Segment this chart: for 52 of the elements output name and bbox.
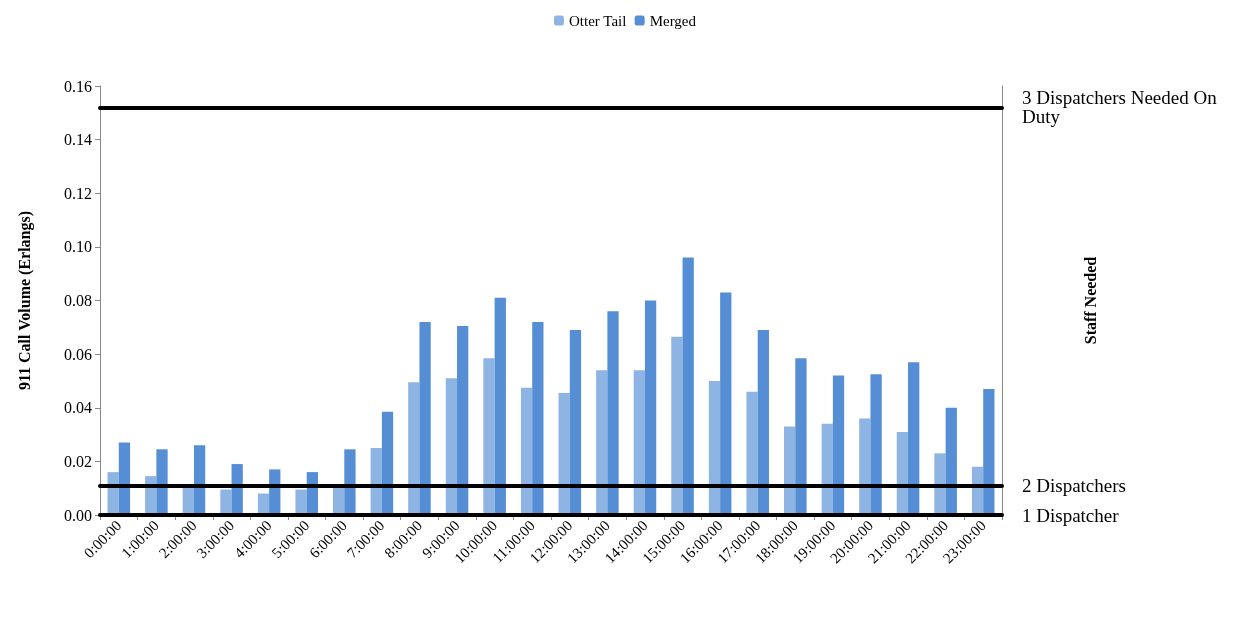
bar [494, 297, 506, 515]
bar [795, 358, 807, 515]
bar [344, 449, 356, 515]
bar [220, 489, 232, 515]
bar [859, 418, 871, 515]
bar [671, 336, 683, 515]
bar [644, 300, 657, 515]
bar [870, 374, 882, 515]
y-tick-label: 0.06 [64, 345, 92, 363]
bar [945, 407, 957, 515]
bar [832, 375, 845, 515]
y2-axis-title: Staff Needed [1081, 256, 1099, 345]
bar [483, 358, 495, 515]
ref-line-label: 1 Dispatcher [1022, 504, 1120, 526]
bar [708, 380, 721, 515]
legend-label: Otter Tail [568, 12, 627, 29]
y-tick-label: 0.12 [64, 184, 92, 202]
bar [457, 325, 469, 515]
y-tick-label: 0.08 [64, 292, 92, 309]
legend-label: Merged [649, 12, 697, 29]
bar [720, 292, 732, 515]
y-tick-label: 0.14 [64, 131, 92, 149]
bar [607, 311, 619, 515]
bar [558, 393, 570, 515]
bar [532, 321, 544, 515]
bar [156, 449, 168, 515]
y-tick-label: 0.02 [64, 452, 92, 470]
y-tick-label: 0.04 [64, 399, 92, 417]
y-tick-label: 0.10 [64, 238, 92, 256]
bar [633, 370, 645, 515]
bar [596, 370, 608, 515]
bar [520, 387, 533, 515]
ref-line-label: 2 Dispatchers [1022, 475, 1126, 497]
bar [746, 391, 758, 515]
bar [983, 388, 995, 515]
bar [908, 362, 920, 515]
bar [821, 423, 833, 515]
bar [408, 382, 420, 515]
y-tick-label: 0.16 [64, 77, 92, 95]
y-tick-label: 0.00 [64, 506, 92, 524]
ref-line-label: 3 Dispatchers Needed On Duty [1022, 87, 1222, 128]
bar [934, 453, 946, 515]
bar [757, 329, 769, 515]
y-axis-title: 911 Call Volume (Erlangs) [15, 210, 34, 391]
bar [381, 411, 394, 515]
bar [682, 257, 694, 515]
bar [896, 431, 909, 515]
bar [569, 329, 582, 515]
bar [295, 489, 307, 515]
bar [419, 321, 431, 515]
bar [784, 426, 796, 515]
bar [445, 378, 458, 515]
